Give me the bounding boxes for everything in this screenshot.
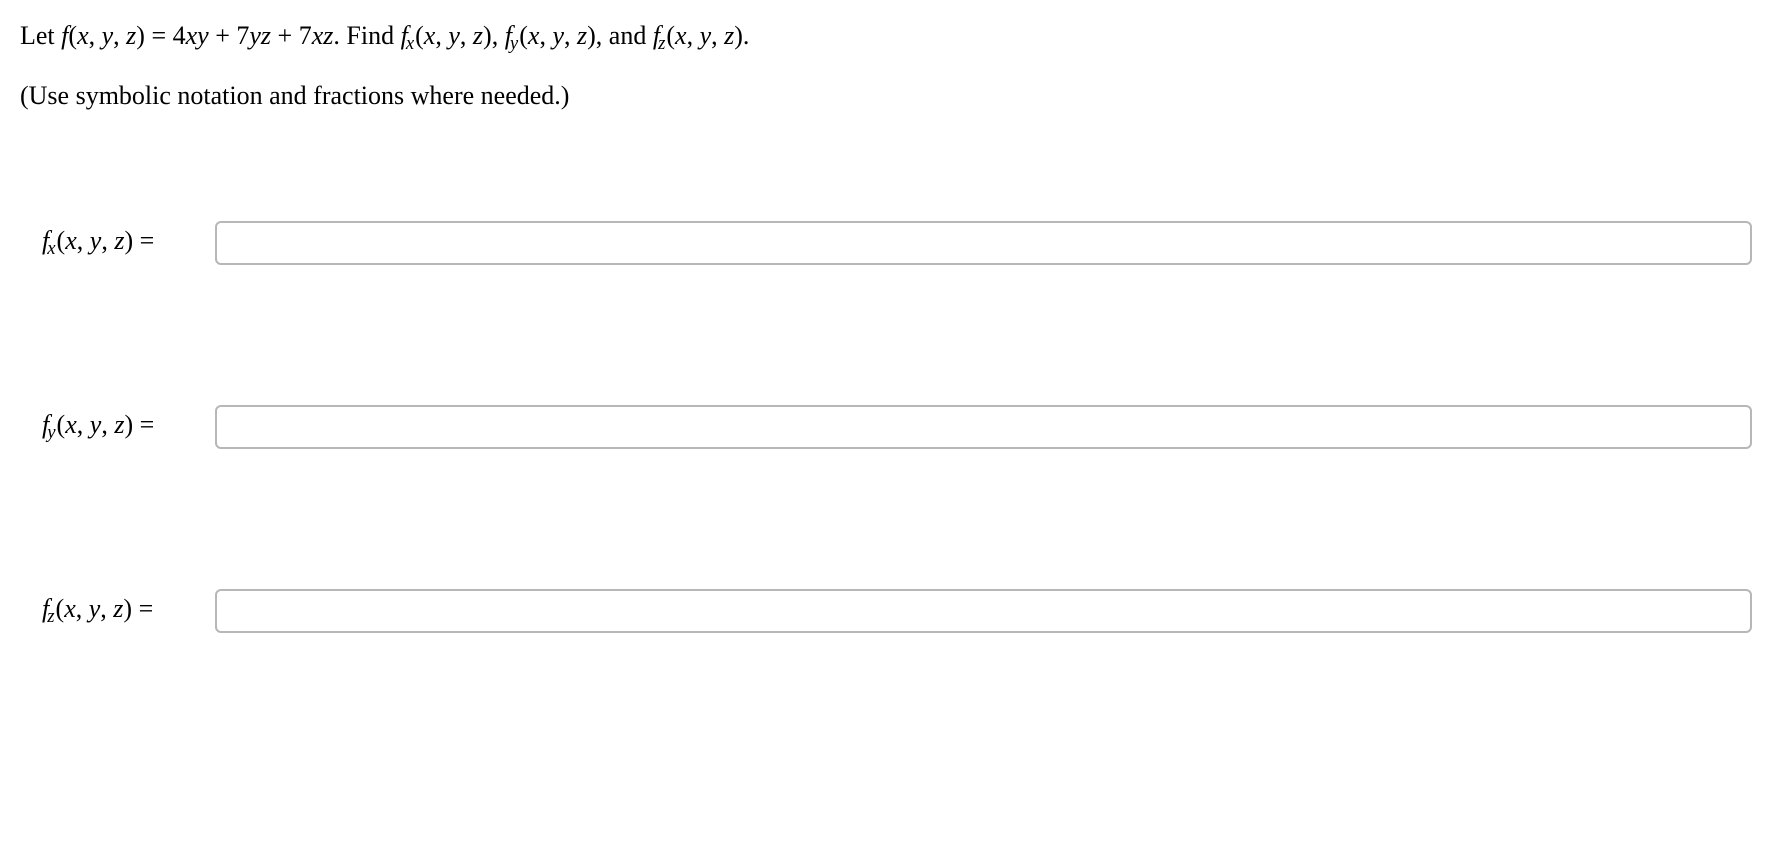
problem-prefix: Let [20, 21, 61, 50]
input-wrap-fy [215, 405, 1772, 449]
func-def-lhs: f(x, y, z) = [61, 21, 172, 50]
input-wrap-fx [215, 221, 1772, 265]
instruction-text: (Use symbolic notation and fractions whe… [20, 81, 1772, 111]
target-fy: fy(x, y, z) [505, 21, 596, 50]
answer-input-fy[interactable] [215, 405, 1752, 449]
answer-input-fx[interactable] [215, 221, 1752, 265]
find-text: . Find [333, 21, 400, 50]
answer-label-fy: fy(x, y, z) = [20, 410, 215, 444]
problem-statement: Let f(x, y, z) = 4xy + 7yz + 7xz. Find f… [20, 18, 1772, 57]
answer-row-fz: fz(x, y, z) = [20, 589, 1772, 633]
sep2: , and [596, 21, 653, 50]
answer-row-fx: fx(x, y, z) = [20, 221, 1772, 265]
answer-label-fx: fx(x, y, z) = [20, 226, 215, 260]
answer-input-fz[interactable] [215, 589, 1752, 633]
answer-row-fy: fy(x, y, z) = [20, 405, 1772, 449]
sep1: , [492, 21, 505, 50]
input-wrap-fz [215, 589, 1772, 633]
target-fx: fx(x, y, z) [401, 21, 492, 50]
answer-label-fz: fz(x, y, z) = [20, 594, 215, 628]
target-fz: fz(x, y, z) [653, 21, 743, 50]
period: . [743, 21, 750, 50]
func-def-rhs: 4xy + 7yz + 7xz [173, 21, 334, 50]
